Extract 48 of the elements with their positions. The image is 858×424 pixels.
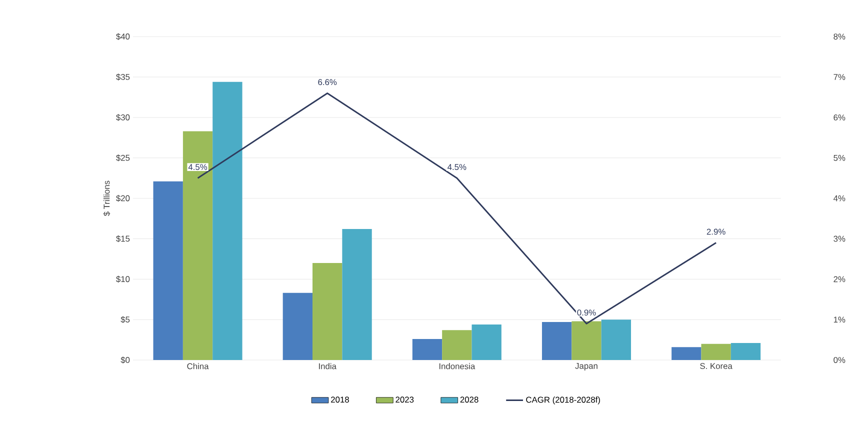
bar bbox=[572, 321, 602, 360]
bar bbox=[601, 319, 632, 360]
y-tick-label: $20 bbox=[116, 194, 130, 202]
legend-label: 2023 bbox=[396, 396, 414, 402]
bar bbox=[542, 322, 572, 360]
bar bbox=[701, 344, 731, 360]
y2-tick-label: 8% bbox=[834, 33, 846, 40]
x-tick-label: Indonesia bbox=[439, 362, 476, 370]
y-tick-label: $25 bbox=[116, 154, 130, 162]
y-tick-label: $10 bbox=[116, 276, 130, 282]
legend-label: 2028 bbox=[460, 396, 478, 402]
x-tick-label: China bbox=[187, 362, 209, 370]
y2-tick-label: 1% bbox=[834, 316, 846, 322]
bar bbox=[282, 292, 313, 360]
data-label: 6.6% bbox=[318, 78, 337, 85]
legend-label: CAGR (2018-2028f) bbox=[526, 396, 600, 404]
y2-tick-label: 2% bbox=[834, 276, 846, 282]
bar bbox=[212, 82, 242, 360]
y-tick-label: $35 bbox=[116, 73, 130, 80]
bar bbox=[182, 131, 213, 360]
bar bbox=[412, 338, 442, 360]
x-tick-label: India bbox=[319, 362, 336, 370]
y-tick-label: $40 bbox=[116, 33, 130, 40]
y-tick-label: $30 bbox=[116, 114, 130, 121]
y-tick-label: $0 bbox=[120, 356, 130, 364]
bar bbox=[672, 346, 702, 360]
y2-tick-label: 6% bbox=[834, 114, 846, 120]
x-tick-label: S. Korea bbox=[700, 362, 732, 369]
y2-tick-label: 5% bbox=[834, 154, 846, 161]
y2-tick-label: 4% bbox=[833, 195, 846, 202]
data-label: 2.9% bbox=[706, 228, 726, 235]
y-axis-title: $ Trillions bbox=[103, 180, 110, 216]
bar bbox=[153, 181, 183, 360]
y2-tick-label: 7% bbox=[834, 74, 846, 80]
y2-tick-label: 3% bbox=[834, 236, 846, 242]
bar bbox=[342, 228, 372, 360]
y-tick-label: $15 bbox=[116, 235, 130, 242]
bar bbox=[472, 324, 502, 360]
y-tick-label: $5 bbox=[120, 316, 130, 323]
data-label: 0.9% bbox=[577, 309, 596, 316]
legend-label: 2018 bbox=[331, 396, 349, 402]
bar bbox=[312, 262, 342, 360]
data-label: 4.5% bbox=[448, 164, 466, 170]
data-label: 4.5% bbox=[188, 164, 208, 170]
bar bbox=[730, 342, 761, 360]
y2-tick-label: 0% bbox=[834, 356, 846, 363]
bar bbox=[442, 330, 472, 360]
x-tick-label: Japan bbox=[575, 362, 598, 370]
